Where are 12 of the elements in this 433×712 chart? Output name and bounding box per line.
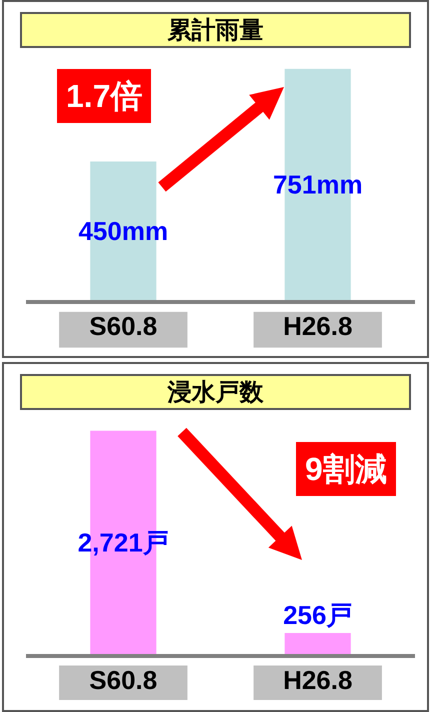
data-label: 751mm [272, 169, 363, 200]
x-tick-label: S60.8 [89, 311, 158, 342]
annotation: 1.7倍 [66, 78, 142, 114]
data-label: 450mm [78, 216, 168, 246]
data-label: 256戸 [283, 600, 352, 630]
data-label: 2,721戸 [78, 527, 169, 558]
x-tick-label: S60.8 [89, 665, 158, 696]
annotation: 9割減 [305, 451, 387, 487]
chart-title: 累計雨量 [20, 12, 411, 48]
x-tick-label: H26.8 [283, 665, 352, 696]
chart-title: 浸水戸数 [20, 374, 411, 410]
x-tick-label: H26.8 [283, 311, 352, 342]
